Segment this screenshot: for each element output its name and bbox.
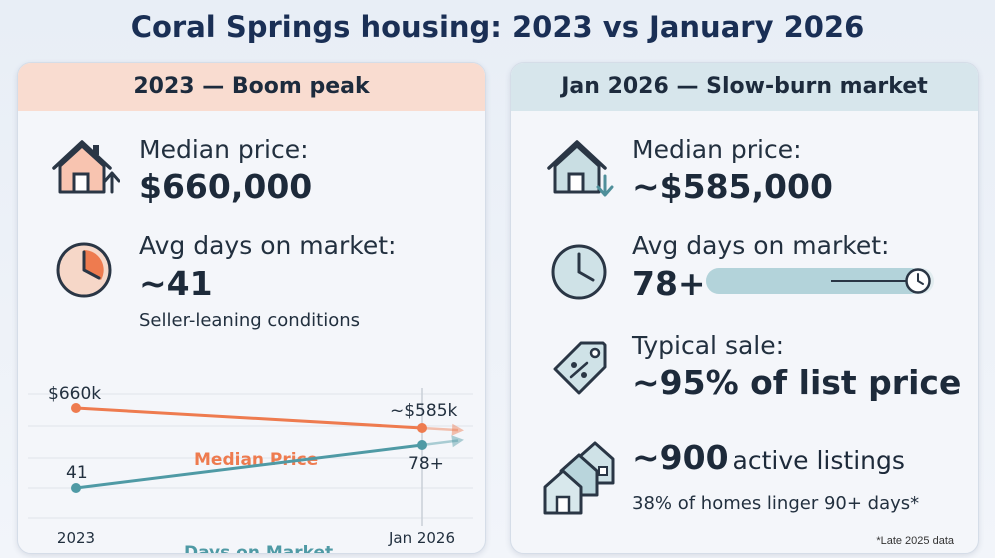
price-tag-icon bbox=[553, 341, 607, 395]
linger-text: 38% of homes linger 90+ days* bbox=[632, 493, 920, 514]
trend-chart-svg: $660k ~$585k Median Price 41 78+ Days on Mark… bbox=[28, 384, 473, 553]
median-price-value-2023: $660,000 bbox=[139, 167, 313, 206]
median-price-data-label-1: ~$585k bbox=[390, 401, 458, 421]
median-price-point-1 bbox=[417, 423, 427, 433]
avg-days-value-2023: ~41 bbox=[139, 264, 213, 303]
median-price-data-label-0: $660k bbox=[48, 384, 101, 404]
avg-days-label-2023: Avg days on market: bbox=[139, 231, 397, 260]
median-price-line bbox=[74, 406, 424, 430]
panel-2023: 2023 — Boom peak Median price: $660,000 … bbox=[17, 62, 486, 554]
days-on-market-data-label-1: 78+ bbox=[408, 454, 444, 474]
house-up-arrow-icon bbox=[52, 140, 120, 194]
days-on-market-data-label-0: 41 bbox=[66, 463, 88, 483]
footnote: *Late 2025 data bbox=[876, 535, 954, 547]
median-price-point-0 bbox=[71, 403, 81, 413]
days-on-market-line bbox=[74, 443, 424, 490]
panel-header-2023: 2023 — Boom peak bbox=[18, 63, 485, 111]
active-listings: ~900 active listings bbox=[632, 438, 905, 477]
median-price-arrowhead bbox=[451, 423, 464, 436]
avg-days-value-2026: 78+ bbox=[632, 264, 706, 303]
houses-icon bbox=[543, 441, 615, 515]
x-tick-label-1: Jan 2026 bbox=[388, 529, 455, 547]
median-price-value-2026: ~$585,000 bbox=[632, 167, 833, 206]
typical-sale-label: Typical sale: bbox=[632, 331, 785, 360]
page-title: Coral Springs housing: 2023 vs January 2… bbox=[130, 10, 865, 44]
days-on-market-arrowhead bbox=[451, 435, 464, 448]
trend-chart: $660k ~$585k Median Price 41 78+ Days on Mark… bbox=[18, 358, 485, 553]
active-listings-value: ~900 bbox=[632, 438, 729, 477]
clock-icon bbox=[551, 244, 607, 300]
house-down-arrow-icon bbox=[547, 140, 614, 197]
days-on-market-series-label: Days on Market bbox=[184, 543, 333, 553]
typical-sale-value: ~95% of list price bbox=[632, 363, 962, 402]
clock-icon bbox=[56, 242, 112, 298]
avg-days-label-2026: Avg days on market: bbox=[632, 231, 890, 260]
panel-2026: Jan 2026 — Slow-burn market Median price… bbox=[510, 62, 979, 554]
median-price-series-label: Median Price bbox=[194, 450, 318, 470]
days-on-market-point-1 bbox=[417, 440, 427, 450]
conditions-text: Seller-leaning conditions bbox=[139, 310, 360, 331]
active-listings-label: active listings bbox=[732, 446, 905, 475]
days-on-market-point-0 bbox=[71, 483, 81, 493]
days-on-market-extension bbox=[421, 439, 459, 447]
median-price-label-2023: Median price: bbox=[139, 135, 309, 164]
timer-icon bbox=[905, 268, 931, 294]
median-price-extension bbox=[421, 426, 459, 432]
median-price-label-2026: Median price: bbox=[632, 135, 802, 164]
days-on-market-bar bbox=[706, 268, 934, 294]
x-tick-label-0: 2023 bbox=[57, 529, 95, 547]
panel-header-2026: Jan 2026 — Slow-burn market bbox=[511, 63, 978, 111]
